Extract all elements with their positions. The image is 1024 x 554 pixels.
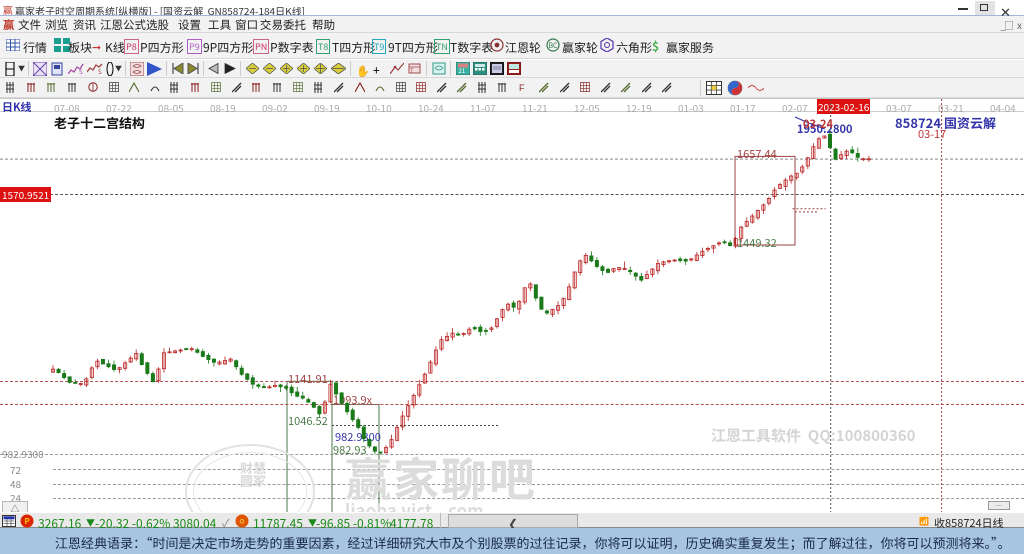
svg-text:BC: BC: [548, 41, 558, 51]
svg-text:21: 21: [459, 66, 466, 75]
svg-text:☉: ☉: [239, 517, 246, 527]
svg-text:S: S: [98, 67, 102, 74]
svg-text:F: F: [519, 83, 525, 93]
svg-text:S: S: [79, 67, 83, 74]
svg-text:T: T: [410, 66, 414, 75]
svg-text:P: P: [24, 516, 29, 527]
